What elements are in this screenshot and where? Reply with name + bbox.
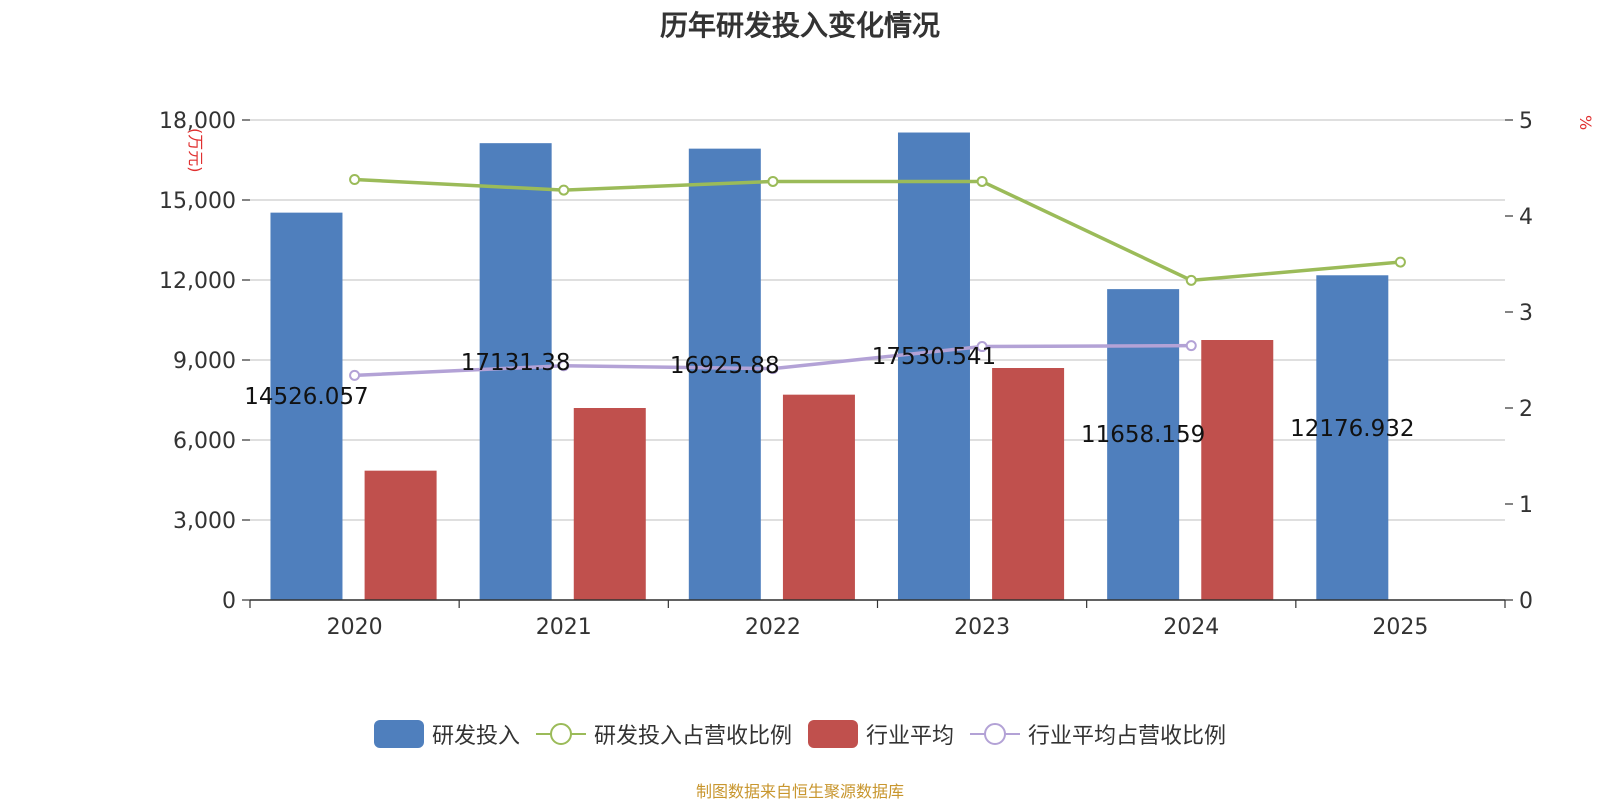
x-tick-label: 2023: [954, 615, 1010, 640]
legend-bar-swatch: [373, 720, 424, 748]
y-left-tick-label: 6,000: [173, 429, 236, 454]
legend: 研发投入 研发投入占营收比例 行业平均 行业平均占营收比例: [0, 718, 1600, 750]
line-rd-ratio: [354, 177, 1401, 283]
y-left-axis-label: (万元): [186, 128, 205, 173]
point-industry-ratio: [558, 360, 570, 372]
bar-rd-investment: [1107, 289, 1180, 600]
point-rd-ratio: [349, 174, 361, 186]
x-tick-label: 2021: [536, 615, 592, 640]
data-label: 12176.932: [1290, 416, 1414, 442]
bar-rd-investment: [688, 148, 761, 601]
point-rd-ratio: [767, 175, 779, 187]
data-label: 17131.38: [461, 350, 571, 376]
point-rd-ratio: [558, 184, 570, 196]
bar-industry-average: [573, 408, 646, 600]
bar-industry-average: [364, 470, 437, 600]
bar-industry-average: [1201, 340, 1274, 600]
legend-label: 研发投入: [431, 724, 520, 749]
x-tick-label: 2022: [745, 615, 801, 640]
point-rd-ratio: [976, 175, 988, 187]
point-industry-ratio: [349, 369, 361, 381]
y-left-tick-label: 0: [222, 589, 236, 614]
y-right-tick-label: 3: [1519, 301, 1533, 326]
bar-rd-investment: [1316, 275, 1389, 600]
bar-rd-investment: [897, 132, 970, 600]
source-note: 制图数据来自恒生聚源数据库: [695, 782, 904, 801]
y-right-tick-label: 1: [1519, 493, 1533, 518]
bar-industry-average: [992, 368, 1065, 600]
data-label: 17530.541: [872, 344, 996, 370]
legend-line-marker: [535, 723, 586, 745]
y-right-axis-label: %: [1576, 115, 1595, 130]
legend-bar-swatch: [808, 720, 858, 748]
bar-rd-investment: [270, 212, 343, 600]
legend-item[interactable]: 行业平均占营收比例: [970, 718, 1226, 750]
legend-label: 研发投入占营收比例: [593, 724, 792, 749]
legend-label: 行业平均占营收比例: [1028, 724, 1227, 749]
y-left-tick-label: 9,000: [173, 349, 236, 374]
bar-industry-average: [782, 394, 855, 600]
data-label: 16925.88: [670, 353, 780, 379]
y-right-tick-label: 0: [1519, 589, 1533, 614]
data-label: 11658.159: [1081, 422, 1205, 448]
legend-item[interactable]: 行业平均: [808, 718, 954, 750]
y-left-tick-label: 18,000: [159, 109, 236, 134]
legend-item[interactable]: 研发投入: [373, 718, 520, 750]
legend-item[interactable]: 研发投入占营收比例: [535, 718, 792, 750]
legend-line-marker: [970, 723, 1021, 745]
legend-label: 行业平均: [866, 724, 955, 749]
point-rd-ratio: [1185, 274, 1197, 286]
x-tick-label: 2025: [1372, 615, 1428, 640]
data-label: 14526.057: [244, 384, 368, 410]
y-left-tick-label: 12,000: [159, 269, 236, 294]
point-rd-ratio: [1394, 256, 1406, 268]
y-left-tick-label: 15,000: [159, 189, 236, 214]
point-industry-ratio: [976, 341, 988, 353]
y-right-tick-label: 2: [1519, 397, 1533, 422]
point-industry-ratio: [767, 363, 779, 375]
x-tick-label: 2024: [1163, 615, 1219, 640]
y-right-tick-label: 4: [1519, 205, 1533, 230]
chart-title: 历年研发投入变化情况: [659, 9, 940, 42]
y-left-tick-label: 3,000: [173, 509, 236, 534]
x-tick-label: 2020: [327, 615, 383, 640]
bar-rd-investment: [479, 143, 552, 600]
point-industry-ratio: [1185, 340, 1197, 352]
y-right-tick-label: 5: [1519, 109, 1533, 134]
